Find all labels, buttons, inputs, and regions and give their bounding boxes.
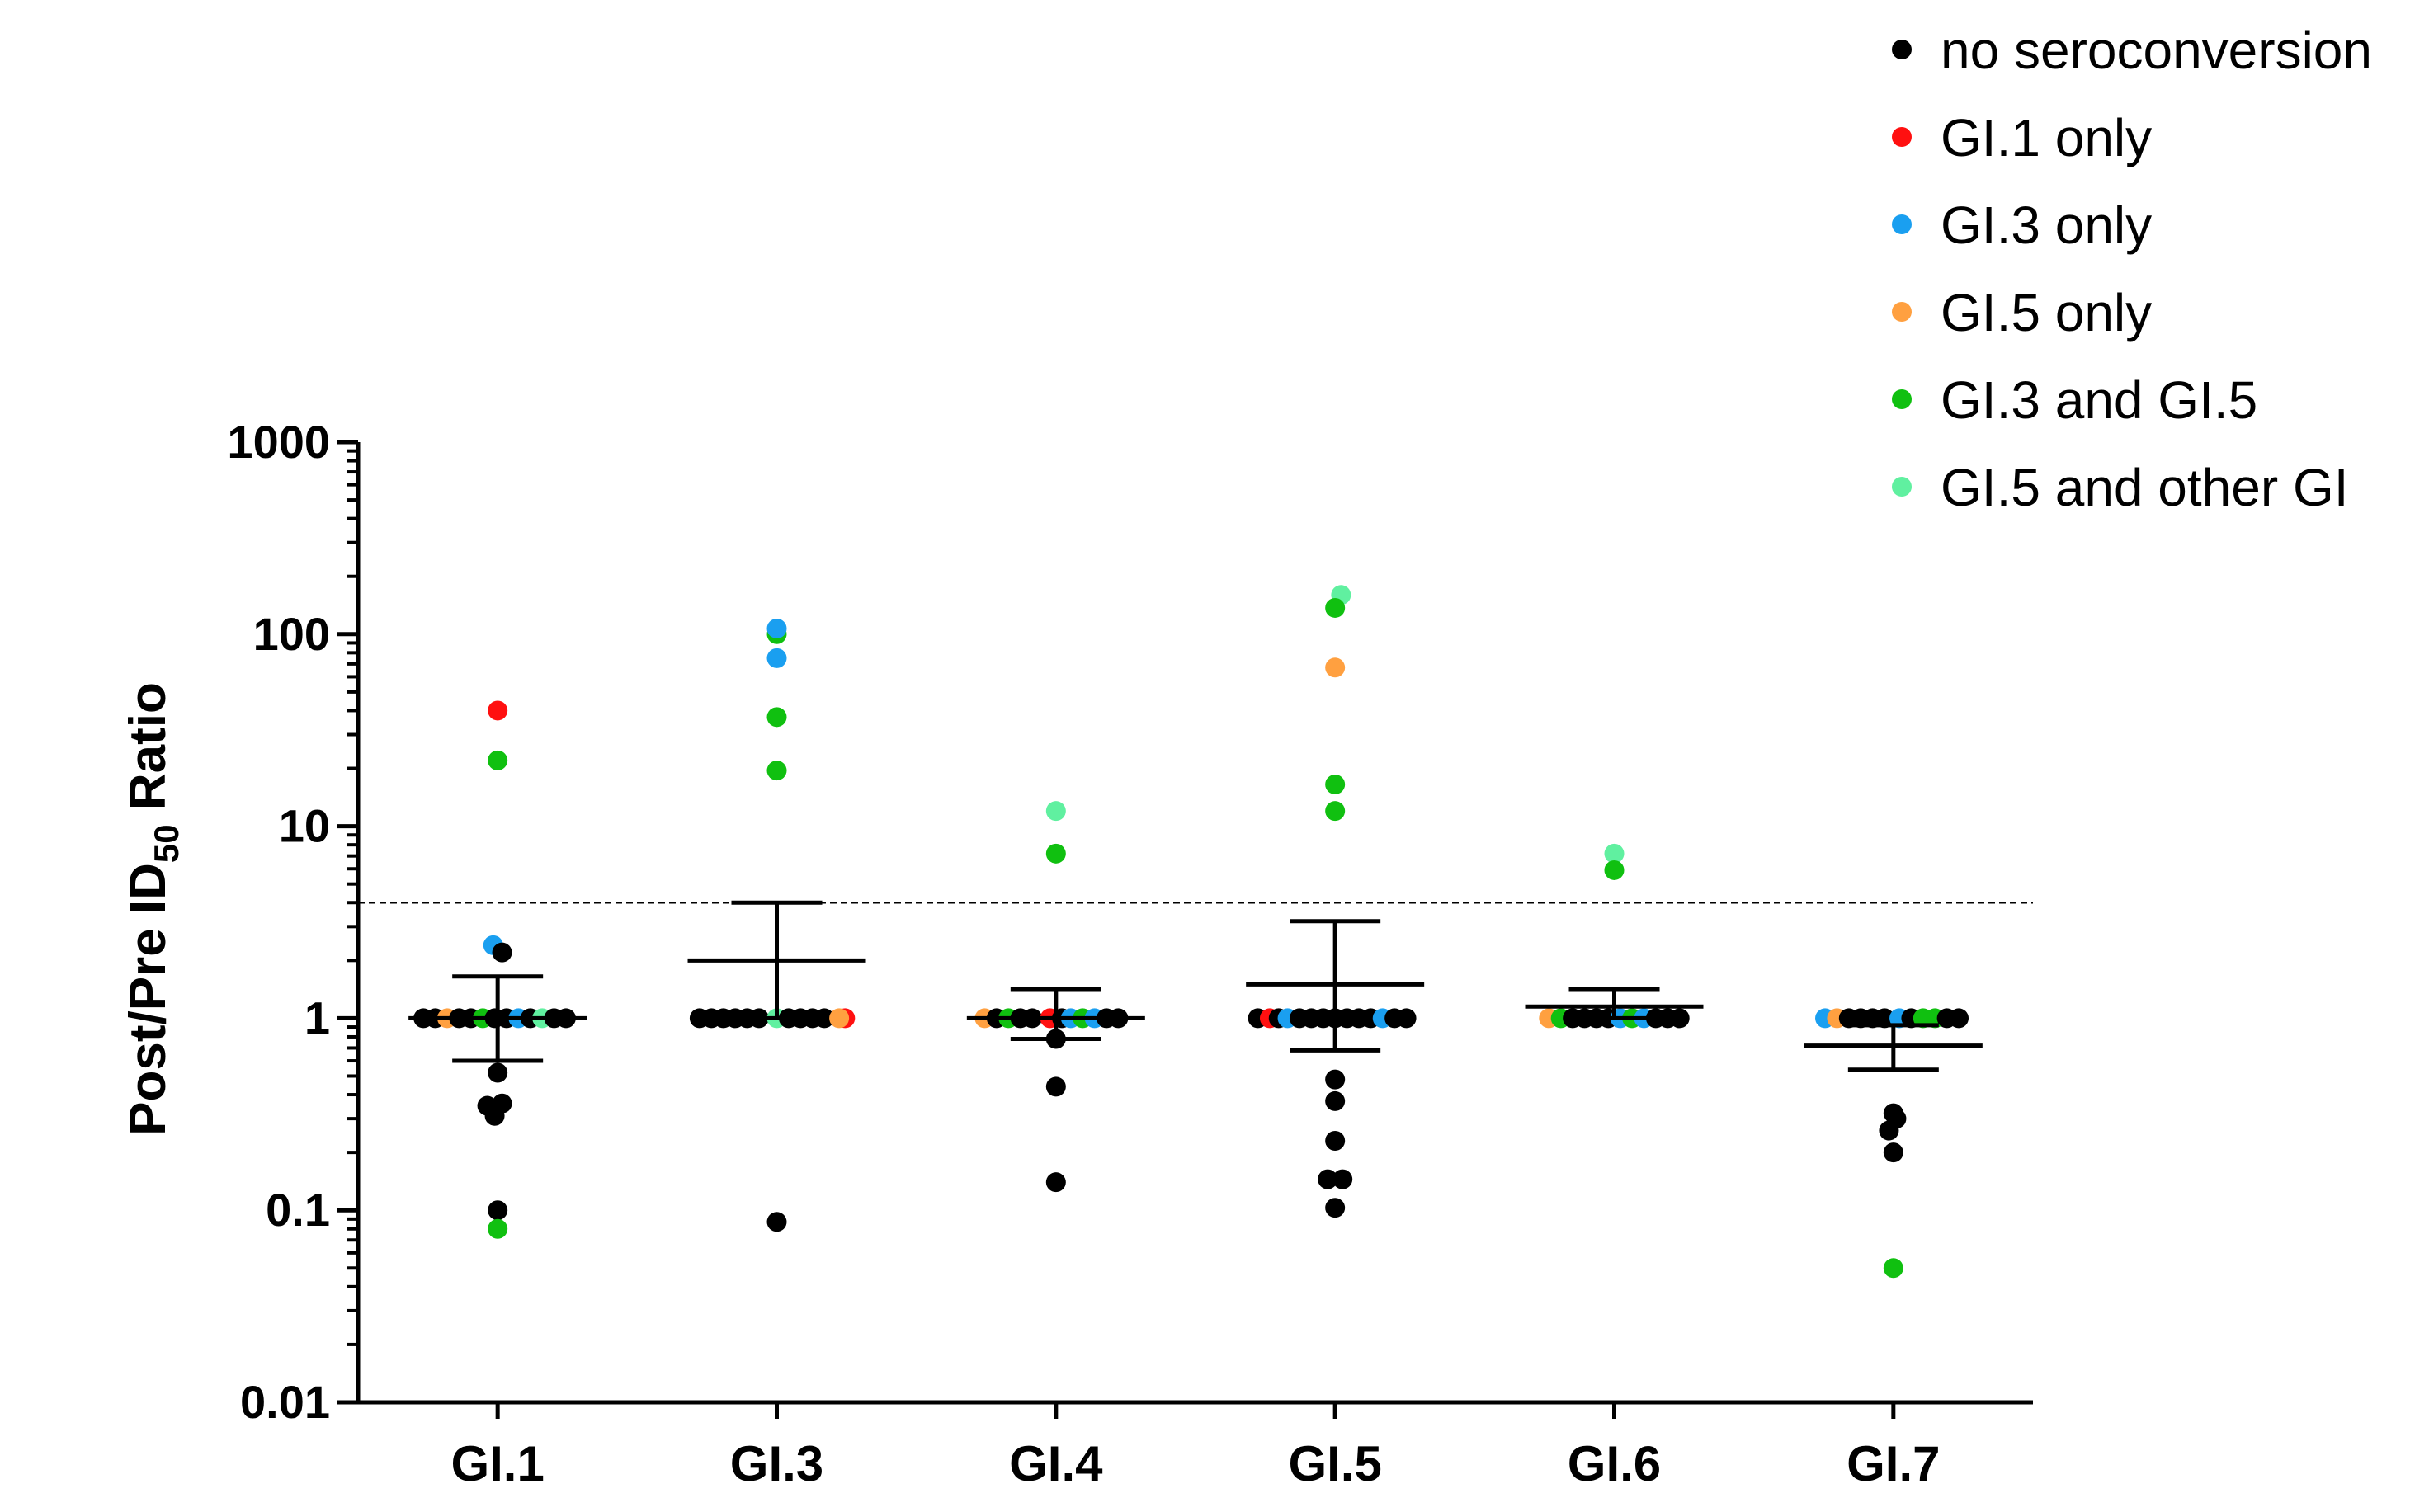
x-category-label: GI.7 bbox=[1847, 1436, 1940, 1491]
data-point bbox=[488, 1200, 508, 1221]
legend-label: GI.5 and other GI bbox=[1941, 458, 2349, 517]
y-tick-label: 1000 bbox=[227, 416, 330, 468]
legend-marker bbox=[1892, 127, 1912, 147]
data-point bbox=[1879, 1120, 1899, 1141]
data-point bbox=[1318, 1169, 1338, 1189]
data-point bbox=[1604, 860, 1625, 880]
data-point bbox=[1045, 1172, 1066, 1193]
data-point bbox=[1396, 1008, 1417, 1029]
data-point bbox=[1325, 1090, 1346, 1111]
data-point bbox=[1325, 1069, 1346, 1090]
y-tick-label: 1 bbox=[304, 992, 330, 1043]
data-point bbox=[766, 761, 787, 781]
y-axis-title: Post/Pre ID50 Ratio bbox=[120, 682, 186, 1136]
y-tick-label: 0.1 bbox=[266, 1184, 330, 1236]
data-point bbox=[1045, 843, 1066, 864]
data-point bbox=[1332, 1169, 1353, 1189]
data-point bbox=[484, 1105, 505, 1126]
x-category-label: GI.5 bbox=[1288, 1436, 1381, 1491]
data-point bbox=[1325, 801, 1346, 822]
legend-marker bbox=[1892, 40, 1912, 59]
legend: no seroconversion GI.1 only GI.3 only GI.5 … bbox=[1892, 21, 2372, 517]
legend-label: GI.5 only bbox=[1941, 283, 2152, 342]
points-layer bbox=[413, 585, 1969, 1279]
x-category-label: GI.3 bbox=[730, 1436, 823, 1491]
legend-marker bbox=[1892, 302, 1912, 322]
data-point bbox=[829, 1008, 850, 1029]
data-point bbox=[1883, 1142, 1903, 1163]
x-category-labels: GI.1 GI.3 GI.4 GI.5 GI.6 GI.7 bbox=[450, 1402, 1941, 1491]
data-point bbox=[488, 700, 508, 721]
data-point bbox=[488, 1062, 508, 1083]
data-point bbox=[1669, 1008, 1690, 1029]
data-point bbox=[1325, 597, 1346, 618]
data-point bbox=[766, 648, 787, 668]
data-point bbox=[492, 942, 512, 963]
data-point bbox=[1325, 657, 1346, 678]
y-tick-label: 10 bbox=[279, 800, 330, 852]
legend-label: no seroconversion bbox=[1941, 21, 2372, 80]
legend-marker bbox=[1892, 389, 1912, 409]
legend-label: GI.1 only bbox=[1941, 108, 2152, 167]
legend-label: GI.3 and GI.5 bbox=[1941, 370, 2257, 430]
y-tick-label: 0.01 bbox=[240, 1376, 330, 1428]
axes-layer bbox=[356, 442, 2033, 1405]
summary-layer bbox=[408, 900, 1983, 1072]
x-category-label: GI.1 bbox=[450, 1436, 544, 1491]
y-ticks: 0.01 0.1 1 10 100 1000 bbox=[227, 416, 358, 1428]
data-point bbox=[766, 1212, 787, 1232]
data-point bbox=[488, 1218, 508, 1239]
x-category-label: GI.4 bbox=[1009, 1436, 1103, 1491]
data-point bbox=[488, 750, 508, 770]
legend-marker bbox=[1892, 477, 1912, 497]
x-category-label: GI.6 bbox=[1568, 1436, 1661, 1491]
data-point bbox=[1045, 1076, 1066, 1097]
data-point bbox=[1883, 1258, 1903, 1279]
data-point bbox=[766, 618, 787, 638]
data-point bbox=[1325, 774, 1346, 794]
data-point bbox=[766, 707, 787, 728]
data-point bbox=[1604, 843, 1625, 864]
data-point bbox=[1949, 1008, 1969, 1029]
legend-marker bbox=[1892, 214, 1912, 234]
data-point bbox=[1045, 801, 1066, 822]
data-point bbox=[814, 1008, 835, 1029]
y-tick-label: 100 bbox=[253, 608, 330, 660]
data-point bbox=[1325, 1130, 1346, 1151]
data-point bbox=[1325, 1198, 1346, 1218]
legend-label: GI.3 only bbox=[1941, 195, 2152, 255]
